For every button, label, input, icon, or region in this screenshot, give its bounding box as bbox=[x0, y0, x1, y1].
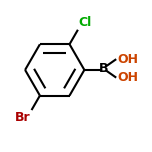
Text: B: B bbox=[99, 62, 109, 75]
Text: OH: OH bbox=[117, 71, 138, 84]
Text: Br: Br bbox=[15, 111, 31, 124]
Text: Cl: Cl bbox=[79, 16, 92, 29]
Text: OH: OH bbox=[117, 53, 138, 66]
